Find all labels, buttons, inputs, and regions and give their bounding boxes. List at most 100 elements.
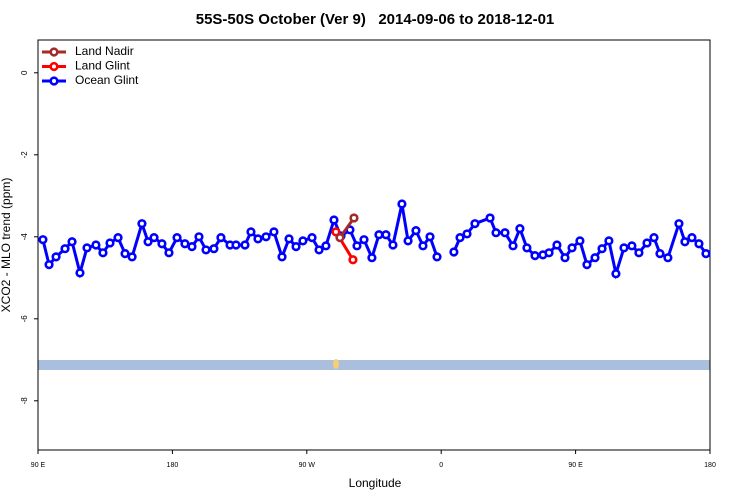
point <box>491 228 501 238</box>
point <box>277 252 287 262</box>
point <box>425 232 435 242</box>
point <box>403 236 413 246</box>
y-tick-label: -6 <box>20 315 29 323</box>
point <box>411 226 421 236</box>
point <box>67 237 77 247</box>
point <box>567 243 577 253</box>
point <box>694 239 704 249</box>
point <box>367 253 377 263</box>
band <box>38 360 710 370</box>
x-axis-label: Longitude <box>349 476 402 490</box>
point <box>231 240 241 250</box>
plot-frame <box>37 39 711 451</box>
point <box>552 240 562 250</box>
point <box>655 249 665 259</box>
point <box>321 241 331 251</box>
point <box>500 228 510 238</box>
point <box>611 269 621 279</box>
point <box>462 229 472 239</box>
point <box>597 244 607 254</box>
x-tick-label: 90 E <box>568 462 583 469</box>
band-spot <box>333 359 339 369</box>
point <box>470 219 480 229</box>
point <box>544 248 554 258</box>
point <box>113 233 123 243</box>
point <box>201 245 211 255</box>
point <box>209 244 219 254</box>
point <box>674 219 684 229</box>
point <box>680 237 690 247</box>
legend-marker <box>49 76 59 86</box>
point <box>216 233 226 243</box>
point <box>143 237 153 247</box>
point <box>381 230 391 240</box>
point <box>284 234 294 244</box>
point <box>75 268 85 278</box>
point <box>194 232 204 242</box>
point <box>164 248 174 258</box>
legend-marker <box>49 61 59 72</box>
point <box>149 233 159 243</box>
point <box>352 241 362 251</box>
point <box>331 227 341 237</box>
y-axis-label: XCO2 - MLO trend (ppm) <box>0 178 13 313</box>
point <box>604 236 614 246</box>
point <box>187 242 197 252</box>
point <box>269 227 279 237</box>
point <box>418 241 428 251</box>
legend-label: Ocean Glint <box>75 73 139 87</box>
point <box>172 233 182 243</box>
point <box>329 215 339 225</box>
y-tick-label: -4 <box>20 233 29 241</box>
x-tick-label: 180 <box>167 462 179 469</box>
point <box>98 248 108 258</box>
point <box>335 233 345 243</box>
point <box>240 240 250 250</box>
point <box>485 213 495 223</box>
legend-label: Land Nadir <box>75 44 134 58</box>
point <box>701 249 711 259</box>
point <box>432 252 442 262</box>
point <box>298 236 308 246</box>
point <box>687 233 697 243</box>
x-tick-label: 180 <box>704 462 716 469</box>
point <box>51 252 61 262</box>
point <box>455 233 465 243</box>
legend-label: Land Glint <box>75 59 130 73</box>
point <box>575 236 585 246</box>
y-tick-label: 0 <box>20 70 29 75</box>
point <box>82 243 92 253</box>
point <box>307 233 317 243</box>
y-tick-label: -8 <box>20 397 29 405</box>
point <box>261 232 271 242</box>
point <box>349 213 359 223</box>
point <box>120 249 130 259</box>
point <box>619 243 629 253</box>
point <box>38 235 48 245</box>
point <box>105 238 115 248</box>
point <box>180 239 190 249</box>
x-tick-label: 0 <box>439 462 443 469</box>
point <box>397 199 407 209</box>
legend-marker <box>49 47 59 57</box>
point <box>137 219 147 229</box>
point <box>91 240 101 250</box>
point <box>127 252 137 262</box>
point <box>560 253 570 263</box>
chart-title: 55S-50S October (Ver 9) 2014-09-06 to 20… <box>196 11 555 28</box>
point <box>627 241 637 251</box>
point <box>663 253 673 263</box>
x-tick-label: 90 W <box>299 462 316 469</box>
point <box>359 235 369 245</box>
point <box>246 227 256 237</box>
point <box>649 233 659 243</box>
point <box>515 224 525 234</box>
point <box>60 244 70 254</box>
point <box>388 240 398 250</box>
point <box>157 239 167 249</box>
point <box>530 251 540 261</box>
point <box>253 234 263 244</box>
point <box>314 245 324 255</box>
point <box>508 241 518 251</box>
x-tick-label: 90 E <box>31 462 46 469</box>
